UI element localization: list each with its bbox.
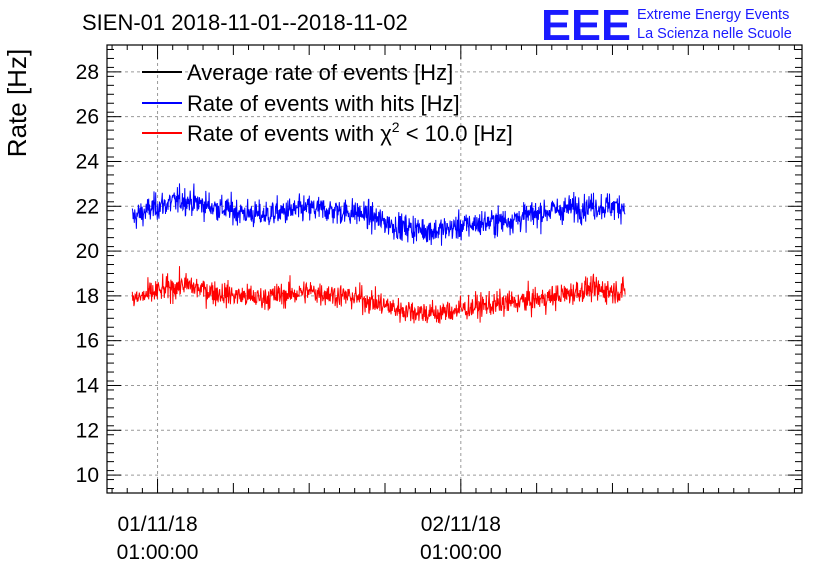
y-tick-label: 24 <box>76 150 100 173</box>
series-lines <box>131 183 626 324</box>
y-tick-label: 14 <box>76 374 100 397</box>
y-axis-label: Rate [Hz] <box>2 49 32 157</box>
legend-label-average: Average rate of events [Hz] <box>187 60 453 85</box>
grid-lines <box>107 45 802 493</box>
series-line-2 <box>131 266 626 324</box>
eee-logo: EEE Extreme Energy Events La Scienza nel… <box>541 1 792 50</box>
y-tick-label: 28 <box>76 61 99 84</box>
eee-logo-mark: EEE <box>541 1 631 50</box>
y-tick-label: 22 <box>76 195 99 218</box>
eee-logo-line2: La Scienza nelle Scuole <box>637 26 792 42</box>
legend-label-hits: Rate of events with hits [Hz] <box>187 91 460 116</box>
axes <box>106 44 803 494</box>
tick-labels: 10 12 14 16 18 20 22 24 26 28 01/11/18 01:00:00 02/1… <box>76 61 502 564</box>
legend: Average rate of events [Hz] Rate of even… <box>142 60 513 146</box>
legend-label-chi2: Rate of events with χ2 < 10.0 [Hz] <box>187 119 513 146</box>
y-tick-label: 26 <box>76 106 99 129</box>
y-tick-label: 12 <box>76 419 99 442</box>
x-tick-label-date: 01/11/18 <box>117 513 197 536</box>
chart-title: SIEN-01 2018-11-01--2018-11-02 <box>82 10 408 35</box>
x-tick-label-time: 01:00:00 <box>117 541 199 564</box>
y-tick-label: 20 <box>76 240 99 263</box>
eee-logo-line1: Extreme Energy Events <box>637 7 789 23</box>
x-tick-label-time: 01:00:00 <box>420 541 502 564</box>
series-line-1 <box>131 183 626 246</box>
y-tick-label: 18 <box>76 285 99 308</box>
plot-frame <box>106 44 803 494</box>
y-tick-label: 10 <box>76 464 99 487</box>
y-tick-label: 16 <box>76 330 99 353</box>
x-tick-label-date: 02/11/18 <box>421 513 501 536</box>
